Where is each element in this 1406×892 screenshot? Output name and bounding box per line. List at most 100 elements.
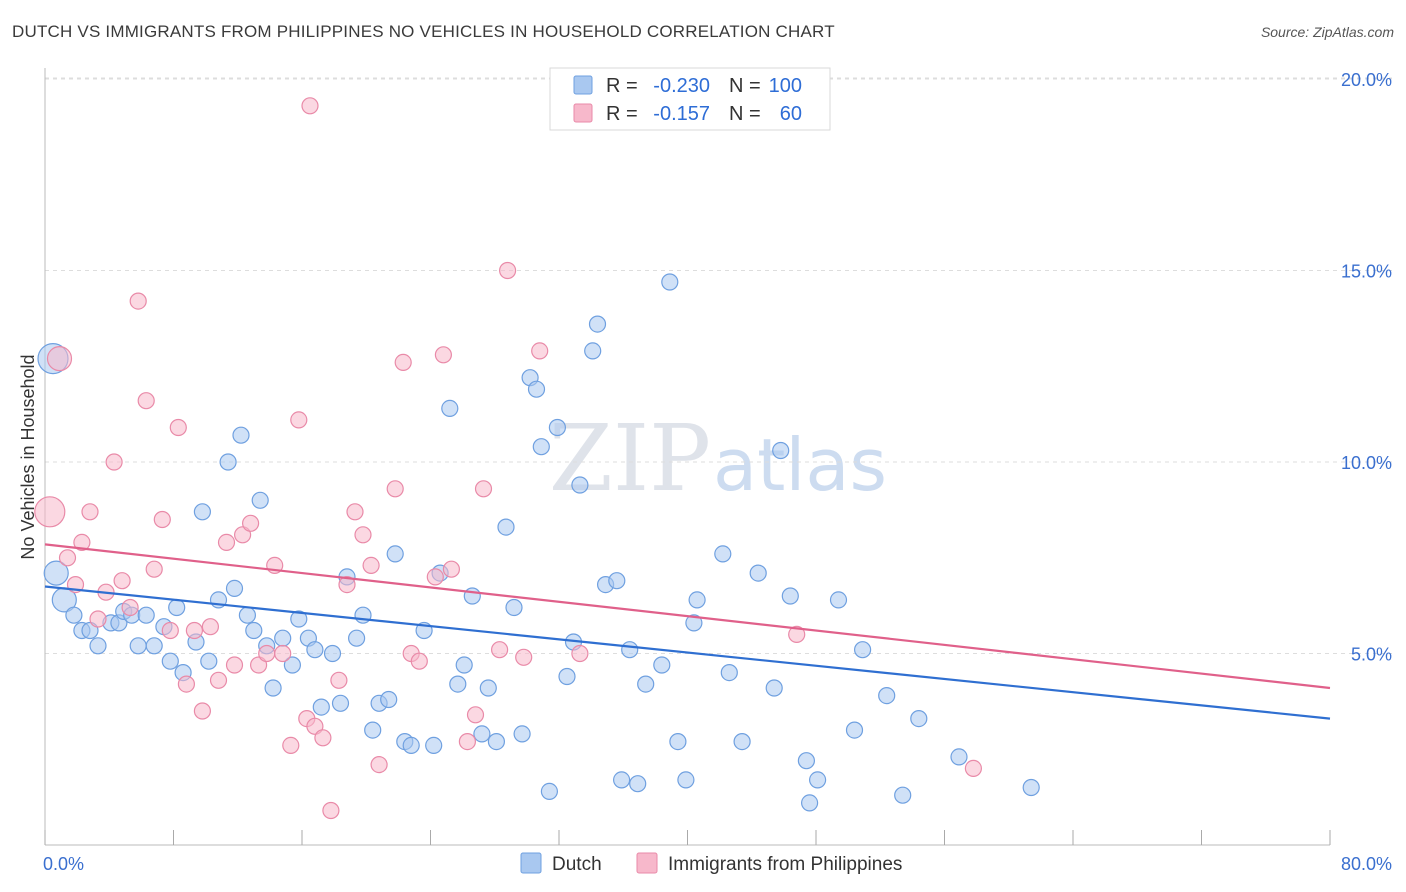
bottom-legend-label-philippines: Immigrants from Philippines	[668, 854, 902, 875]
series-legend: Dutch Immigrants from Philippines	[520, 852, 902, 875]
y-tick-label: 10.0%	[1341, 453, 1392, 473]
y-tick-label: 15.0%	[1341, 262, 1392, 282]
philippines-point	[169, 418, 187, 437]
philippines-point	[73, 533, 91, 552]
stats-legend-box	[549, 67, 831, 131]
philippines-point	[113, 572, 131, 590]
philippines-point	[346, 503, 364, 521]
philippines-point	[434, 346, 452, 364]
dutch-point	[513, 725, 531, 743]
dutch-point	[425, 736, 443, 755]
philippines-point	[58, 549, 77, 567]
x-tick-label-min: 0.0%	[43, 854, 84, 874]
dutch-point	[129, 637, 147, 655]
dutch-point	[487, 732, 505, 751]
philippines-point	[531, 342, 549, 360]
dutch-point	[685, 614, 703, 632]
dutch-point	[145, 637, 163, 655]
dutch-point	[669, 732, 687, 751]
dutch-point	[720, 663, 738, 682]
dutch-point	[688, 591, 706, 609]
philippines-point	[137, 392, 155, 410]
dutch-point	[251, 491, 269, 509]
source-credit: Source: ZipAtlas.com	[1260, 24, 1394, 40]
dutch-point	[245, 621, 263, 640]
philippines-point	[161, 621, 179, 640]
philippines-point	[105, 453, 123, 471]
dutch-point	[910, 709, 928, 728]
dutch-point	[238, 606, 256, 624]
y-axis-title: No Vehicles in Household	[18, 354, 38, 559]
dutch-point	[894, 786, 912, 804]
dutch-point	[497, 518, 515, 536]
philippines-point	[571, 644, 589, 663]
philippines-point	[81, 503, 99, 521]
philippines-point	[46, 346, 73, 372]
philippines-point	[201, 618, 219, 636]
legend-r-value-philippines: -0.157	[653, 103, 710, 125]
philippines-point	[193, 702, 211, 720]
dutch-point	[571, 476, 589, 494]
dutch-point	[348, 629, 366, 647]
dutch-point	[797, 752, 816, 770]
dutch-point	[441, 399, 459, 417]
legend-swatch-dutch	[573, 75, 593, 95]
bottom-legend-swatch-dutch	[520, 852, 542, 874]
philippines-point	[177, 675, 195, 693]
trend-lines	[44, 543, 1331, 720]
dutch-point	[402, 736, 420, 755]
dutch-point	[200, 652, 218, 670]
philippines-point	[290, 411, 308, 429]
dutch-point	[479, 679, 497, 697]
dutch-point	[527, 380, 546, 398]
watermark-atlas: atlas	[713, 423, 887, 507]
dutch-point	[878, 686, 896, 705]
legend-n-label-philippines: N =	[729, 103, 761, 125]
philippines-point	[322, 801, 340, 820]
dutch-point	[232, 426, 250, 444]
philippines-point	[426, 568, 444, 586]
dutch-point	[548, 418, 567, 437]
philippines-point	[964, 759, 983, 778]
legend-n-value-philippines: 60	[780, 103, 802, 125]
legend-n-label-dutch: N =	[729, 75, 761, 97]
philippines-point	[145, 560, 163, 578]
philippines-point	[314, 729, 332, 747]
dutch-point	[621, 641, 639, 659]
philippines-point	[274, 644, 292, 663]
philippines-point	[34, 496, 66, 528]
dutch-point	[637, 675, 655, 693]
philippines-point	[386, 480, 404, 498]
philippines-point	[515, 648, 533, 666]
dutch-point	[65, 606, 83, 624]
philippines-point	[370, 755, 388, 774]
dutch-point	[829, 591, 848, 609]
dutch-point	[808, 771, 827, 789]
dutch-point	[473, 725, 491, 743]
chart-title: DUTCH VS IMMIGRANTS FROM PHILIPPINES NO …	[12, 22, 835, 41]
watermark-zip: ZIP	[549, 405, 711, 512]
dutch-point	[1022, 778, 1040, 797]
dutch-point	[629, 775, 647, 793]
philippines-point	[788, 625, 806, 644]
dutch-point	[290, 610, 308, 628]
dutch-point	[661, 273, 679, 291]
dutch-point	[219, 453, 237, 471]
dutch-point	[89, 637, 107, 655]
philippines-point	[129, 292, 147, 310]
dutch-point	[608, 572, 626, 590]
philippines-point	[330, 671, 348, 689]
dutch-point	[137, 606, 155, 624]
dutch-point	[380, 690, 398, 709]
dutch-point	[845, 721, 864, 739]
dutch-point	[677, 771, 695, 789]
philippines-point	[474, 480, 493, 498]
dutch-point	[193, 503, 211, 521]
philippines-point	[153, 510, 171, 529]
dutch-point	[612, 771, 631, 789]
philippines-point	[185, 621, 203, 640]
dutch-point	[283, 656, 301, 674]
philippines-point	[89, 610, 107, 628]
philippines-point	[362, 556, 380, 575]
dutch-point	[168, 598, 186, 617]
